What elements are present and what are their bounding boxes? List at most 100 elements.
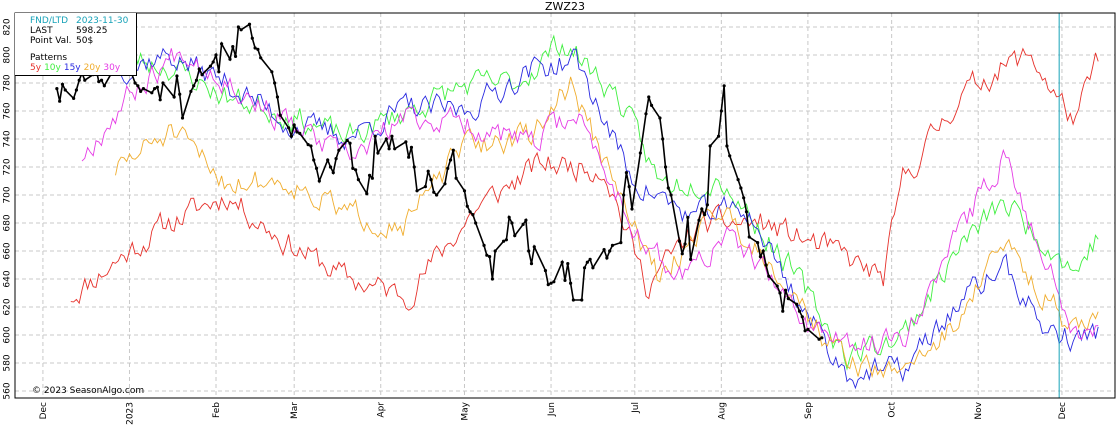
last-value: 598.25 bbox=[76, 26, 108, 36]
price-point bbox=[432, 190, 436, 194]
y-tick-label: 820 bbox=[3, 18, 13, 35]
price-point bbox=[513, 234, 517, 238]
price-point bbox=[504, 238, 508, 242]
pattern-line-30y bbox=[81, 48, 1099, 356]
price-point bbox=[708, 144, 712, 148]
x-tick-label: Oct bbox=[888, 402, 898, 418]
x-axis-ticks: Dec 2023 Feb Mar Apr May Jun Jul Aug Sep Oct Nov Dec bbox=[39, 401, 1068, 425]
price-point bbox=[501, 239, 506, 243]
price-point bbox=[644, 112, 648, 116]
price-point bbox=[700, 207, 704, 211]
pattern-series-group bbox=[70, 34, 1099, 390]
fnd-value: 2023-11-30 bbox=[76, 16, 129, 26]
price-point bbox=[83, 78, 87, 82]
price-point bbox=[97, 80, 101, 84]
price-point bbox=[624, 171, 629, 175]
info-box: FND/LTD 2023-11-30 LAST 598.25 Point Val. 5… bbox=[15, 13, 137, 76]
price-point bbox=[367, 173, 372, 177]
fnd-label: FND/LTD bbox=[30, 16, 69, 26]
price-point bbox=[387, 147, 391, 151]
price-point bbox=[136, 84, 140, 88]
price-point bbox=[133, 81, 137, 85]
y-tick-label: 680 bbox=[3, 214, 13, 231]
x-tick-label: Aug bbox=[717, 402, 727, 420]
price-point bbox=[72, 96, 76, 100]
price-point bbox=[102, 84, 106, 88]
price-point bbox=[55, 87, 59, 91]
price-point bbox=[233, 54, 238, 59]
x-tick-label: Dec bbox=[39, 402, 49, 419]
price-point bbox=[139, 89, 143, 93]
price-point bbox=[370, 176, 374, 180]
price-point bbox=[331, 171, 335, 175]
price-point bbox=[326, 158, 330, 162]
grid-lines bbox=[15, 13, 1115, 398]
y-tick-label: 640 bbox=[3, 270, 13, 287]
last-row: LAST 598.25 bbox=[30, 26, 108, 36]
price-point bbox=[211, 60, 215, 64]
price-point bbox=[309, 144, 313, 148]
price-point bbox=[345, 138, 349, 142]
price-point bbox=[287, 126, 291, 130]
price-point bbox=[390, 134, 394, 138]
price-point bbox=[312, 158, 316, 162]
price-point bbox=[716, 134, 721, 138]
price-point bbox=[756, 241, 760, 245]
price-point bbox=[800, 315, 804, 319]
price-point bbox=[725, 144, 729, 148]
price-point bbox=[647, 95, 651, 99]
price-point bbox=[334, 157, 338, 161]
price-point bbox=[627, 185, 631, 189]
price-point bbox=[462, 189, 467, 193]
price-point bbox=[451, 148, 455, 152]
price-point bbox=[337, 148, 341, 152]
price-point bbox=[351, 166, 355, 170]
x-tick-label: Dec bbox=[1058, 402, 1068, 419]
price-point bbox=[490, 277, 495, 281]
y-tick-label: 700 bbox=[3, 186, 13, 203]
y-tick-label: 580 bbox=[3, 354, 13, 371]
price-point bbox=[778, 291, 782, 295]
price-point bbox=[736, 178, 740, 182]
price-point bbox=[58, 99, 62, 103]
price-point bbox=[630, 207, 634, 211]
price-point bbox=[250, 36, 254, 40]
price-series-group bbox=[55, 22, 824, 341]
price-point bbox=[524, 218, 528, 222]
price-point bbox=[175, 74, 179, 78]
x-tick-label: Jul bbox=[631, 402, 641, 414]
price-point bbox=[764, 263, 768, 267]
price-point bbox=[404, 140, 408, 144]
patterns-label: Patterns bbox=[30, 53, 68, 63]
price-point bbox=[485, 253, 489, 257]
price-point bbox=[194, 78, 199, 82]
price-point bbox=[393, 147, 397, 151]
price-point bbox=[189, 89, 193, 93]
price-point bbox=[742, 196, 746, 200]
y-tick-label: 720 bbox=[3, 158, 13, 175]
y-tick-label: 800 bbox=[3, 46, 13, 63]
price-point bbox=[77, 78, 81, 82]
price-point bbox=[549, 281, 553, 285]
price-point bbox=[415, 189, 419, 193]
price-point bbox=[527, 249, 531, 253]
y-tick-label: 660 bbox=[3, 242, 13, 259]
price-point bbox=[256, 47, 260, 52]
price-point bbox=[214, 53, 218, 57]
y-tick-label: 740 bbox=[3, 130, 13, 147]
price-point bbox=[289, 134, 293, 138]
price-point bbox=[259, 56, 263, 60]
price-point bbox=[820, 336, 824, 340]
price-point bbox=[236, 25, 240, 29]
price-point bbox=[697, 218, 701, 222]
price-point bbox=[328, 165, 333, 169]
price-point bbox=[152, 87, 157, 91]
price-point bbox=[292, 123, 296, 127]
price-point bbox=[728, 154, 732, 158]
price-point bbox=[638, 151, 642, 155]
price-point bbox=[571, 298, 575, 302]
price-point bbox=[180, 116, 185, 120]
price-point bbox=[602, 248, 606, 252]
price-point bbox=[529, 262, 534, 266]
